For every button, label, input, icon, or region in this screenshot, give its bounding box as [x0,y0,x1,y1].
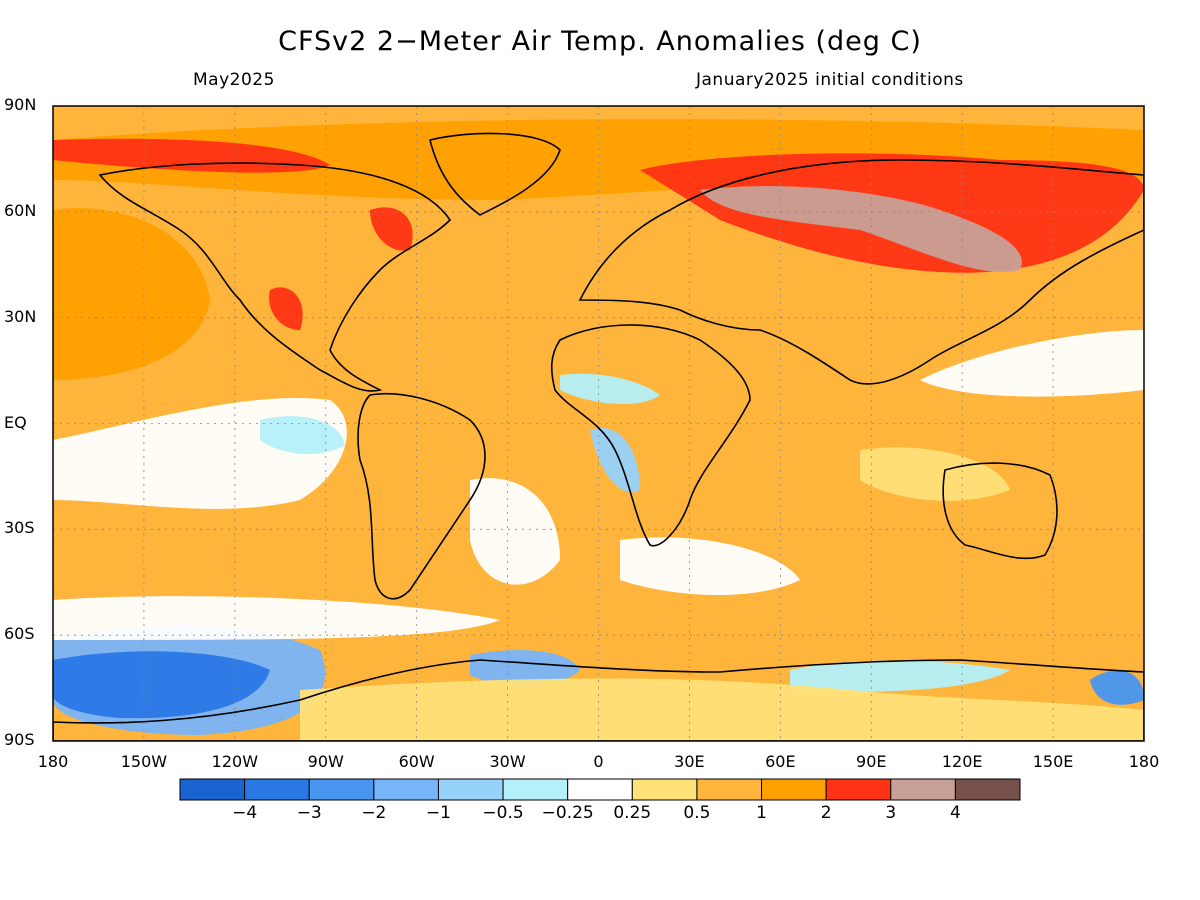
ross-sea-cool-patch [1090,670,1144,705]
colorbar-swatch [373,778,439,801]
west-pacific-neutral-region [920,330,1144,397]
colorbar-tick-label: −3 [296,803,322,823]
latitude-tick-label: 60N [4,200,37,220]
colorbar-swatch [825,778,892,801]
south-atlantic-neutral-region [470,478,560,585]
south-america-coastline [357,392,486,600]
longitude-tick-label: 120W [211,752,259,771]
gulf-of-guinea-cool-patch [560,373,660,405]
north-america-coastline [98,162,452,392]
colorbar-tick-label: −2 [361,803,387,823]
longitude-tick-label: 60E [765,752,796,771]
longitude-tick-label: 0 [593,752,604,771]
latitude-tick-label: 30S [4,518,35,538]
latitude-tick-label: 90S [4,730,35,749]
indian-ocean-light-warm [860,447,1010,501]
colorbar-swatch [890,778,956,801]
initial-conditions-label: January2025 initial conditions [696,70,964,90]
longitude-tick-label: 90E [856,752,887,771]
eurasia-coastline [578,159,1144,385]
valid-month-label: May2025 [193,70,275,90]
latitude-tick-label: 30N [4,306,37,326]
colorbar-tick-label: 2 [820,803,832,823]
colorbar-swatch [437,778,504,801]
colorbar-tick-label: −4 [232,803,258,823]
pacific-cool-patch [260,416,345,455]
latitude-tick-label: 90N [4,95,37,114]
north-pacific-warm-region [53,208,210,380]
colorbar-swatch [696,778,763,801]
africa-coastline [550,324,751,547]
colorbar-tick-label: −0.5 [482,803,524,823]
colorbar-tick-label: 4 [949,803,961,823]
longitude-tick-label: 150W [120,752,168,771]
colorbar-swatch [179,778,246,801]
australia-coastline [942,462,1058,560]
hudson-warm-region [370,207,413,251]
map-frame [52,105,1145,742]
weddell-cool-patch [470,650,580,686]
longitude-tick-label: 150E [1032,752,1074,771]
longitude-tick-label: 30W [489,752,526,771]
greenland-coastline [429,132,561,216]
colorbar-swatch [567,778,633,801]
longitude-tick-label: 60W [398,752,435,771]
colorbar-swatch [631,778,698,801]
longitude-tick-label: 30E [674,752,705,771]
colorbar-swatch [761,778,827,801]
colorbar-swatch [244,778,310,801]
longitude-tick-label: 90W [307,752,344,771]
colorbar-swatch [308,778,375,801]
colorbar-tick-label: −1 [425,803,451,823]
antarctica-coastline [53,659,1144,741]
colorbar-tick-label: 3 [885,803,897,823]
arctic-red-west [53,138,330,173]
longitude-tick-label: 180 [37,752,69,771]
colorbar-tick-label: 0.25 [613,803,652,823]
colorbar-tick-label: 1 [756,803,767,823]
colorbar-tick-label: 0.5 [683,803,711,823]
colorbar-swatch [954,778,1021,801]
south-atlantic-cool-patch [590,428,640,493]
antarctic-light-warm-band [300,678,1144,741]
colorbar-swatch [502,778,569,801]
longitude-tick-label: 180 [1128,752,1160,771]
east-antarctic-cool-patch [790,660,1010,692]
south-indian-neutral-region [620,537,800,595]
latitude-tick-label: 60S [4,624,35,644]
antarctic-cool-region [53,651,270,719]
us-west-warm-region [269,287,303,330]
chart-title: CFSv2 2−Meter Air Temp. Anomalies (deg C… [278,26,922,57]
subpolar-neutral-band [53,596,500,640]
colorbar-tick-label: −0.25 [541,803,594,823]
longitude-tick-label: 120E [941,752,983,771]
siberia-core-region [700,186,1022,272]
latitude-tick-label: EQ [4,412,27,432]
